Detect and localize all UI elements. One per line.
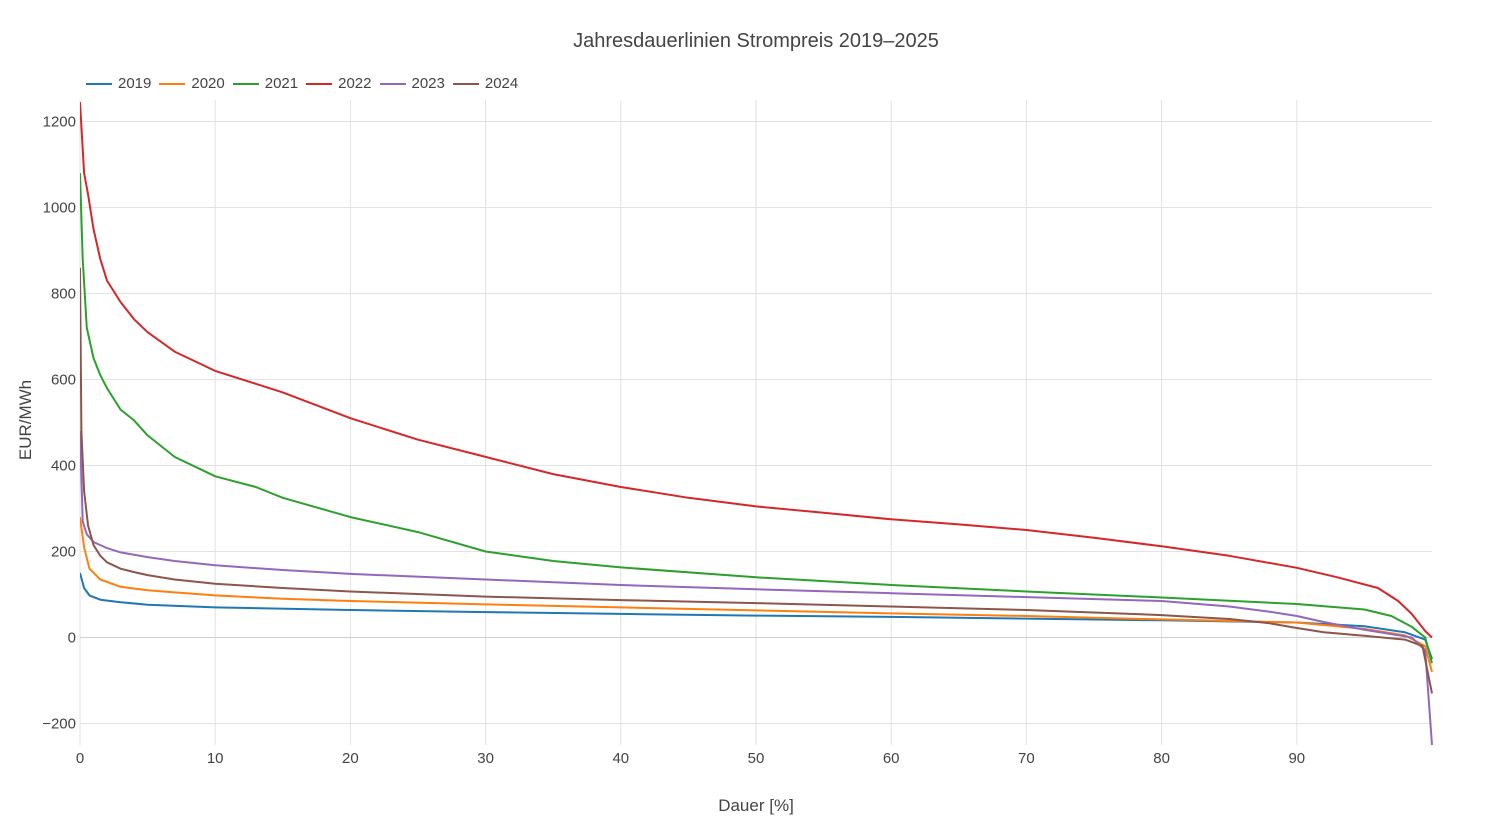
legend-item-2021[interactable]: 2021 xyxy=(232,75,299,92)
legend-item-2023[interactable]: 2023 xyxy=(379,75,445,92)
chart-title: Jahresdauerlinien Strompreis 2019–2025 xyxy=(573,30,939,52)
legend-label: 2023 xyxy=(411,75,445,92)
y-tick-label: 800 xyxy=(51,286,76,303)
legend-item-2024[interactable]: 2024 xyxy=(452,75,519,92)
y-tick-label: 1200 xyxy=(43,114,76,131)
y-tick-label: 400 xyxy=(51,458,76,475)
legend-swatch xyxy=(306,82,333,85)
legend-item-2020[interactable]: 2020 xyxy=(159,75,225,92)
x-tick-label: 60 xyxy=(883,750,900,767)
legend-swatch xyxy=(232,82,259,85)
x-tick-label: 30 xyxy=(477,750,494,767)
y-axis-title: EUR/MWh xyxy=(16,379,35,461)
series-line-2019 xyxy=(80,572,1433,660)
x-tick-label: 10 xyxy=(207,750,224,767)
legend-swatch xyxy=(452,82,479,85)
legend-item-2019[interactable]: 2019 xyxy=(86,75,151,92)
legend-swatch xyxy=(86,82,112,85)
legend-label: 2022 xyxy=(338,75,372,92)
series-line-2024 xyxy=(80,267,1433,694)
legend-label: 2024 xyxy=(484,75,519,92)
x-tick-label: 20 xyxy=(342,750,359,767)
x-tick-label: 70 xyxy=(1018,750,1035,767)
x-tick-label: 0 xyxy=(76,750,84,767)
x-tick-label: 50 xyxy=(748,750,765,767)
series-line-2020 xyxy=(80,516,1433,673)
series-line-2023 xyxy=(80,431,1433,746)
x-tick-label: 40 xyxy=(612,750,629,767)
legend-label: 2020 xyxy=(191,75,225,92)
series-line-2021 xyxy=(80,173,1433,664)
y-tick-label: 200 xyxy=(51,544,76,561)
x-tick-label: 90 xyxy=(1288,750,1305,767)
y-tick-label: 1000 xyxy=(43,200,76,217)
legend-item-2022[interactable]: 2022 xyxy=(306,75,372,92)
y-tick-label: 600 xyxy=(51,372,76,389)
x-axis-title: Dauer [%] xyxy=(718,796,794,815)
x-tick-label: 80 xyxy=(1153,750,1170,767)
legend-label: 2021 xyxy=(264,75,299,92)
legend-label: 2019 xyxy=(118,75,152,92)
legend-swatch xyxy=(159,82,186,85)
series-line-2022 xyxy=(80,102,1433,639)
y-tick-label: −200 xyxy=(42,716,76,733)
legend-swatch xyxy=(379,82,406,85)
y-tick-label: 0 xyxy=(68,630,76,647)
legend: 2019 2020 2021 2022 2023 2024 xyxy=(86,75,526,92)
